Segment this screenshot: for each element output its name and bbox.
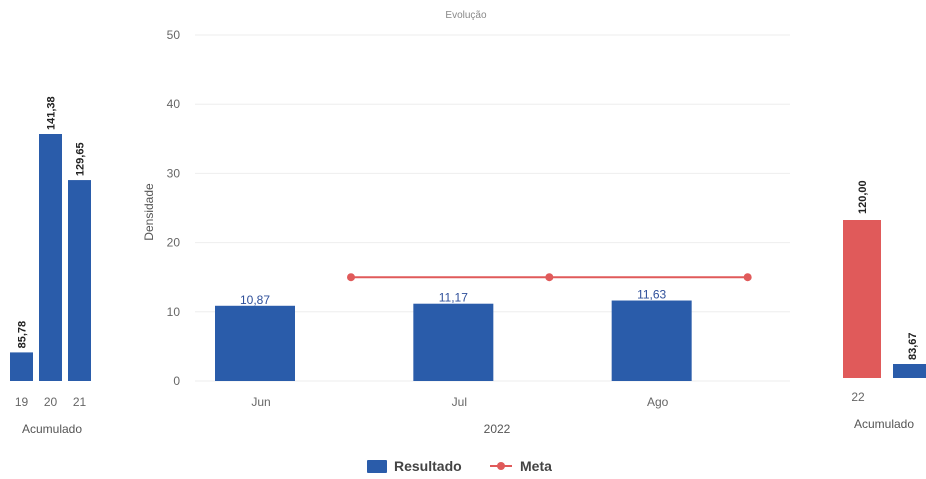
x-tick-label: Jun: [251, 395, 270, 409]
data-label-resultado: 11,17: [439, 291, 468, 305]
point-meta-jun: [347, 273, 355, 282]
y-tick-label: 20: [167, 236, 181, 250]
point-meta-jul: [545, 273, 554, 282]
y-tick-label: 50: [167, 28, 181, 42]
left-acumulado-label: Acumulado: [22, 422, 82, 436]
right-bar-meta-22: [843, 220, 881, 378]
bar-resultado-ago: [611, 300, 692, 381]
data-label-resultado: 11,63: [637, 288, 666, 302]
legend-swatch-resultado: [367, 460, 387, 473]
left-bar-value-label: 141,38: [46, 96, 58, 130]
y-tick-label: 0: [173, 374, 180, 388]
x-tick-label: Jul: [452, 395, 467, 409]
right-bar-value-label: 83,67: [907, 332, 919, 360]
left-x-tick-label: 21: [73, 395, 87, 409]
x-group-label: 2022: [484, 422, 511, 436]
left-bar-value-label: 85,78: [17, 321, 29, 349]
x-tick-label: Ago: [647, 395, 669, 409]
left-bar-value-label: 129,65: [75, 142, 87, 176]
left-bar-19: [10, 352, 33, 381]
chart-title: Evolução: [445, 10, 487, 21]
y-tick-label: 30: [167, 166, 181, 180]
legend-swatch-meta-dot: [497, 462, 505, 470]
legend-label-resultado: Resultado: [394, 458, 462, 474]
right-bar-value-label: 120,00: [857, 180, 869, 214]
y-tick-label: 40: [167, 97, 181, 111]
left-x-tick-label: 19: [15, 395, 29, 409]
y-tick-label: 10: [167, 305, 181, 319]
right-acumulado-label: Acumulado: [854, 417, 914, 431]
legend-label-meta: Meta: [520, 458, 552, 474]
point-meta-ago: [743, 273, 752, 282]
bar-resultado-jul: [413, 303, 494, 381]
left-bar-20: [39, 134, 62, 381]
right-bar-resultado-22: [893, 364, 926, 378]
left-bar-21: [68, 180, 91, 381]
data-label-resultado: 10,87: [240, 293, 270, 307]
right-x-tick-label: 22: [851, 390, 865, 404]
legend: Resultado Meta: [367, 458, 552, 474]
left-x-tick-label: 20: [44, 395, 58, 409]
bar-resultado-jun: [215, 305, 295, 381]
y-axis-title: Densidade: [142, 183, 156, 241]
